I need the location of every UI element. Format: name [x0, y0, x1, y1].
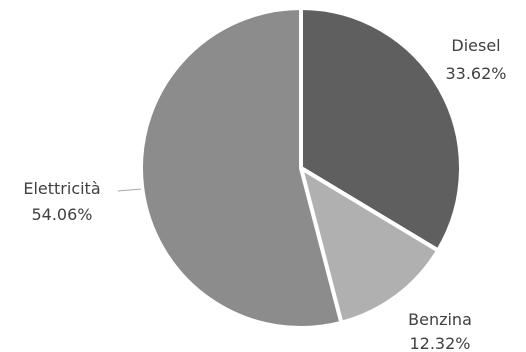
leader-line-elettricita — [117, 188, 142, 192]
slice-value-elettricita: 54.06% — [31, 205, 92, 224]
slice-label-diesel: Diesel — [451, 36, 500, 55]
pie-slice-elettricita — [138, 6, 344, 330]
slice-value-diesel: 33.62% — [445, 64, 506, 83]
pie-slice-benzina — [299, 166, 441, 325]
slice-label-elettricita: Elettricità — [23, 179, 100, 198]
slice-label-benzina: Benzina — [408, 310, 472, 329]
slice-value-benzina: 12.32% — [409, 334, 470, 352]
